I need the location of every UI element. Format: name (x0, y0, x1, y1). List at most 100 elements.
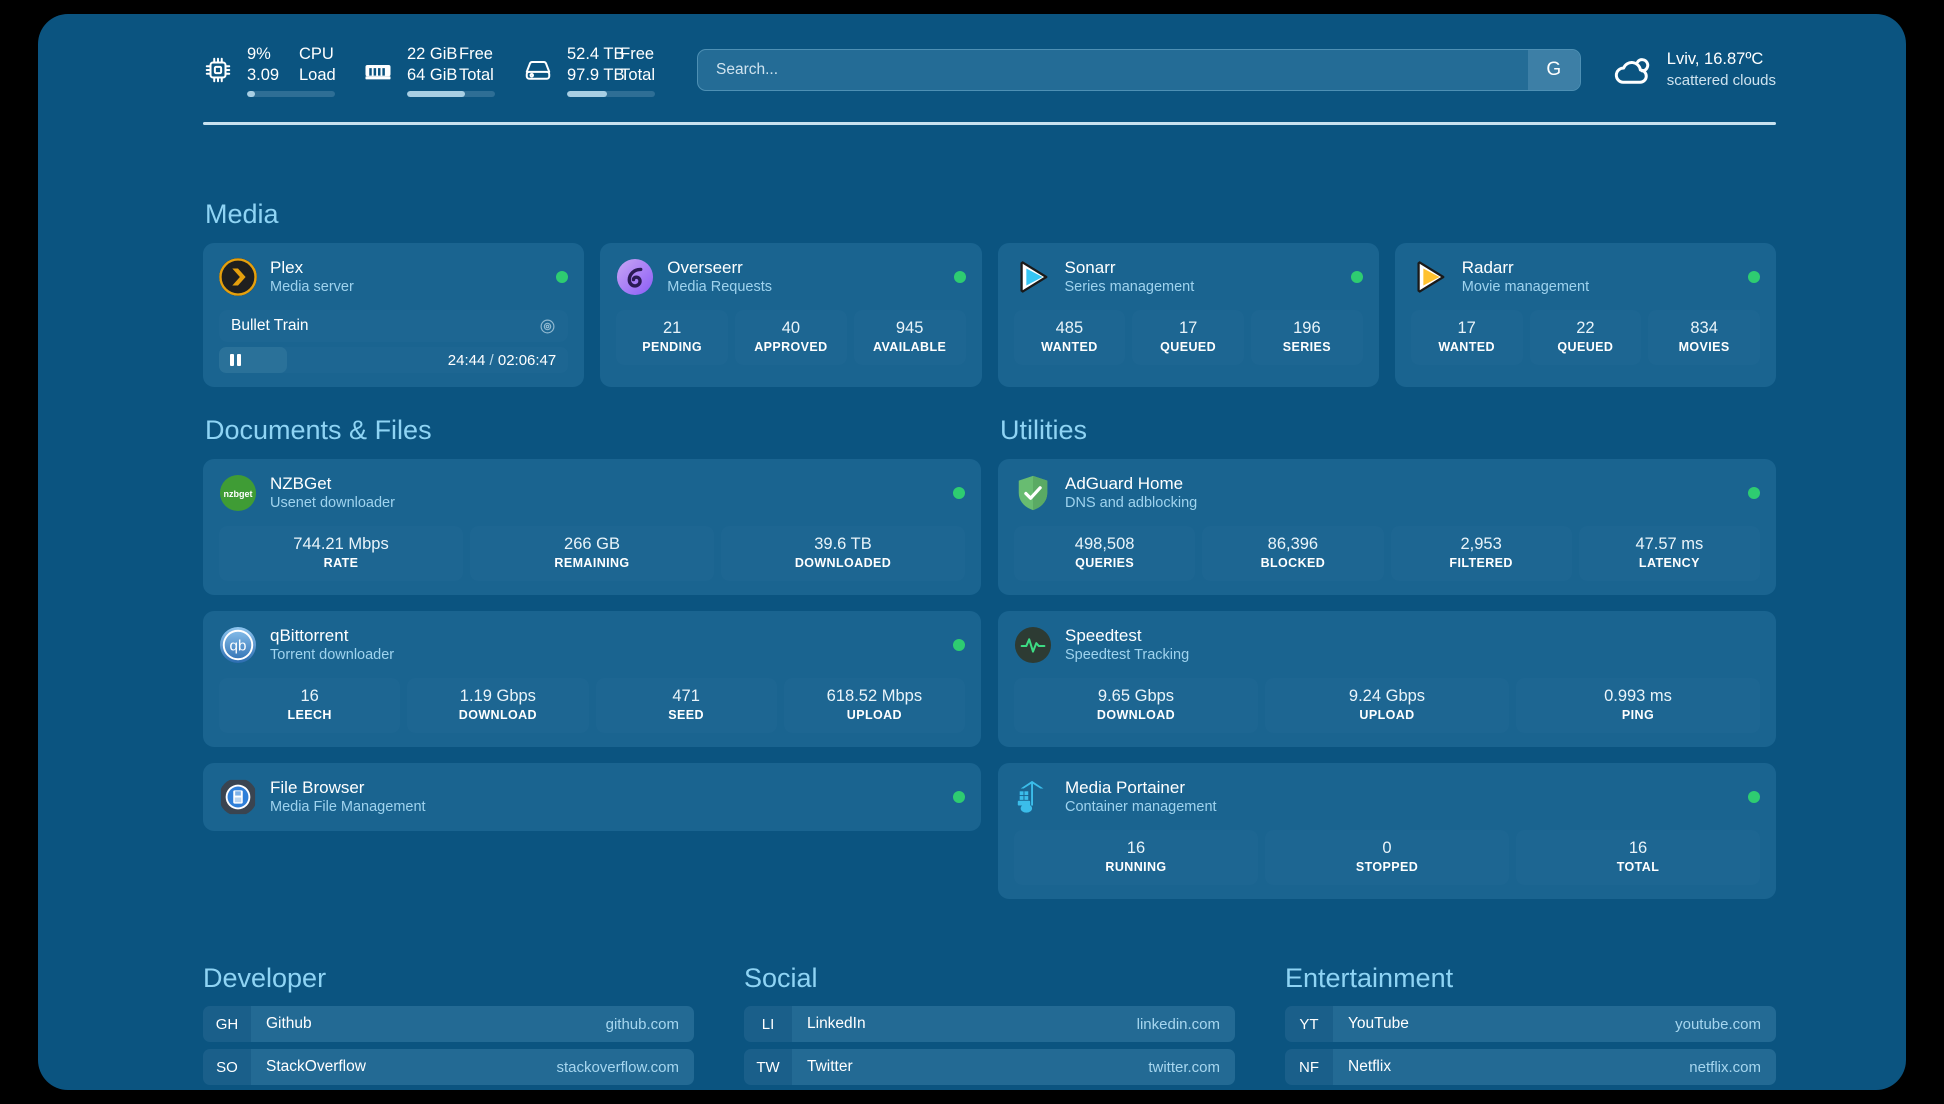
service-subtitle: Movie management (1461, 279, 1590, 295)
service-subtitle: DNS and adblocking (1065, 495, 1198, 511)
service-card-adguard-home[interactable]: AdGuard Home DNS and adblocking 498,508 … (998, 459, 1776, 595)
bookmark-group-title: Social (744, 963, 818, 993)
service-subtitle: Torrent downloader (270, 647, 395, 663)
stat-value: 471 (672, 687, 700, 705)
section-title-utilities: Utilities (1000, 415, 1088, 445)
search-google-button[interactable]: G (1527, 50, 1580, 90)
stat-label: DOWNLOAD (1096, 708, 1176, 722)
stat-value: 485 (1055, 319, 1084, 337)
bookmark-name: LinkedIn (807, 1015, 866, 1032)
service-name: Overseerr (667, 258, 743, 277)
now-playing-progress-bar[interactable]: 24:44 / 02:06:47 (219, 347, 569, 373)
status-indicator-online (953, 791, 965, 803)
documents-section: Documents & Files nzbget NZBGet Usenet d… (203, 415, 981, 899)
weather-description: scattered clouds (1666, 72, 1776, 89)
gear-icon[interactable] (539, 318, 556, 335)
bookmark-main[interactable]: Netflix netflix.com (1333, 1049, 1776, 1085)
service-card-sonarr[interactable]: Sonarr Series management 485 WANTED 17 QU… (997, 243, 1379, 387)
service-name: qBittorrent (270, 626, 349, 645)
service-subtitle: Speedtest Tracking (1065, 647, 1190, 663)
stat-label: RATE (323, 556, 359, 570)
card-header: Media Portainer Container management (1014, 777, 1760, 817)
stat-label-top: Free (620, 44, 655, 63)
stat-running: 16 RUNNING (1014, 830, 1258, 885)
stat-value: 21 (662, 319, 682, 337)
search-bar[interactable]: G (697, 49, 1581, 91)
card-header: Speedtest Speedtest Tracking (1014, 625, 1760, 665)
search-input[interactable] (698, 61, 1528, 79)
bookmark-name: YouTube (1348, 1015, 1409, 1032)
stat-value: 47.57 ms (1635, 535, 1704, 553)
status-indicator-online (953, 639, 965, 651)
stat-upload: 9.24 Gbps UPLOAD (1265, 678, 1509, 733)
bookmark-main[interactable]: Github github.com (251, 1006, 694, 1042)
documents-card-stack: nzbget NZBGet Usenet downloader 744.21 M… (203, 459, 981, 831)
now-playing-title-row[interactable]: Bullet Train (219, 310, 569, 342)
service-stats-row: 16 LEECH 1.19 Gbps DOWNLOAD 471 SEED 618.52… (219, 678, 965, 733)
ram-icon (363, 55, 393, 85)
status-indicator-online (953, 487, 965, 499)
service-stats-row: 21 PENDING 40 APPROVED 945 AVAILABLE (616, 310, 966, 365)
service-stats-row: 9.65 Gbps DOWNLOAD 9.24 Gbps UPLOAD 0.993 … (1014, 678, 1760, 733)
stat-label: AVAILABLE (872, 340, 947, 354)
service-card-file-browser[interactable]: File Browser Media File Management (203, 763, 981, 831)
stat-wanted: 485 WANTED (1013, 310, 1126, 365)
stat-queued: 17 QUEUED (1132, 310, 1244, 365)
stat-value: 0.993 ms (1604, 687, 1672, 705)
bookmark-item[interactable]: YT YouTube youtube.com (1285, 1006, 1776, 1042)
service-name: AdGuard Home (1065, 474, 1184, 493)
bookmark-group-developer: Developer GH Github github.com SO StackOv… (203, 963, 694, 1090)
bookmark-item[interactable]: TW Twitter twitter.com (744, 1049, 1235, 1085)
pause-icon[interactable] (230, 354, 241, 366)
weather-location-temp: Lviv, 16.87ºC (1666, 50, 1764, 68)
stat-label-top: Free (459, 44, 493, 63)
bookmark-item[interactable]: NF Netflix netflix.com (1285, 1049, 1776, 1085)
stat-progress-fill (247, 90, 255, 97)
stat-stopped: 0 STOPPED (1265, 830, 1509, 885)
bookmark-item[interactable]: SO StackOverflow stackoverflow.com (203, 1049, 694, 1085)
header: 9% 3.09 CPU Load 22 GiB 64 GiB Fre (203, 40, 1776, 100)
service-card-media-portainer[interactable]: Media Portainer Container management 16 … (998, 763, 1776, 899)
stat-value-bottom: 3.09 (247, 65, 280, 84)
stat-label: STOPPED (1355, 860, 1419, 874)
bookmark-main[interactable]: LinkedIn linkedin.com (792, 1006, 1235, 1042)
stat-rate: 744.21 Mbps RATE (219, 526, 463, 581)
status-indicator-online (953, 271, 966, 283)
service-card-plex[interactable]: Plex Media server Bullet Train 24:44 / 0… (203, 243, 585, 387)
bookmark-main[interactable]: StackOverflow stackoverflow.com (251, 1049, 694, 1085)
bookmark-item[interactable]: GH Github github.com (203, 1006, 694, 1042)
stat-value-top: 52.4 TB (567, 44, 625, 63)
status-indicator-online (1350, 271, 1363, 283)
stat-value: 1.19 Gbps (459, 687, 536, 705)
stat-total: 16 TOTAL (1516, 830, 1760, 885)
service-card-overseerr[interactable]: Overseerr Media Requests 21 PENDING 40 AP… (600, 243, 982, 387)
stat-value-top: 9% (247, 44, 271, 63)
system-stat-cpu: 9% 3.09 CPU Load (203, 44, 336, 97)
stat-label: LATENCY (1638, 556, 1700, 570)
service-card-qbittorrent[interactable]: qb qBittorrent Torrent downloader 16 LEE… (203, 611, 981, 747)
service-card-nzbget[interactable]: nzbget NZBGet Usenet downloader 744.21 M… (203, 459, 981, 595)
stat-value: 618.52 Mbps (826, 687, 923, 705)
service-name: NZBGet (270, 474, 332, 493)
status-indicator-online (1748, 271, 1760, 283)
bookmark-group-social: Social LI LinkedIn linkedin.com TW Twitte… (744, 963, 1235, 1090)
bookmark-url: twitter.com (1148, 1058, 1220, 1076)
bookmark-item[interactable]: LI LinkedIn linkedin.com (744, 1006, 1235, 1042)
bookmark-name: Github (266, 1015, 312, 1032)
service-name: Sonarr (1064, 258, 1116, 277)
bookmark-abbreviation: NF (1285, 1049, 1333, 1085)
stat-value: 945 (895, 319, 924, 337)
bookmark-main[interactable]: YouTube youtube.com (1333, 1006, 1776, 1042)
service-name: Radarr (1461, 258, 1514, 277)
stat-value: 744.21 Mbps (293, 535, 389, 553)
nzbget-icon: nzbget (219, 474, 257, 512)
stat-remaining: 266 GB REMAINING (470, 526, 714, 581)
stat-filtered: 2,953 FILTERED (1390, 526, 1572, 581)
cpu-icon (203, 55, 233, 85)
service-card-speedtest[interactable]: Speedtest Speedtest Tracking 9.65 Gbps D… (998, 611, 1776, 747)
service-subtitle: Container management (1065, 799, 1217, 815)
cloud-icon (1611, 49, 1653, 91)
stat-value: 17 (1457, 319, 1476, 337)
service-card-radarr[interactable]: Radarr Movie management 17 WANTED 22 QUEU… (1394, 243, 1776, 387)
bookmark-main[interactable]: Twitter twitter.com (792, 1049, 1235, 1085)
